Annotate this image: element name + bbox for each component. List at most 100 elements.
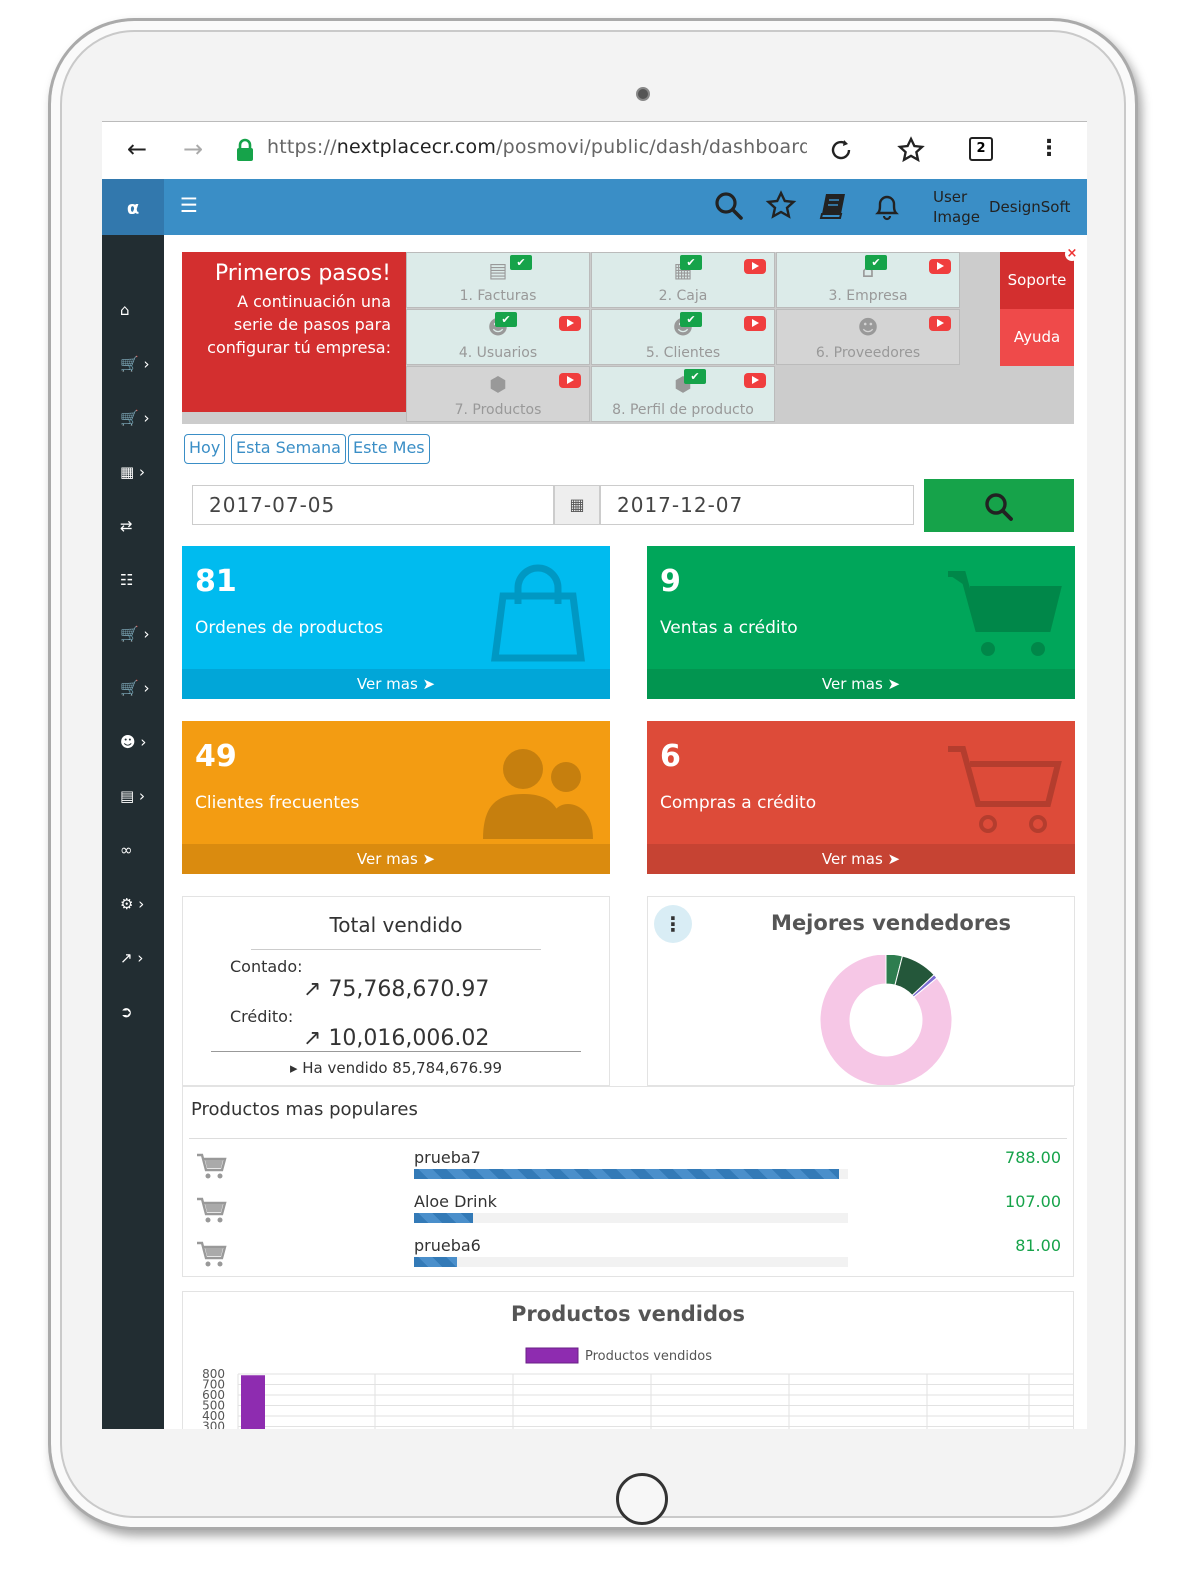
check-icon: ✔ (865, 255, 887, 270)
youtube-icon[interactable] (559, 373, 581, 388)
step-proveedores[interactable]: ☻ 6. Proveedores (776, 309, 960, 365)
cart-icon (197, 1153, 227, 1179)
step-perfil-producto[interactable]: ⬢ ✔ 8. Perfil de producto (591, 366, 775, 422)
step-caja[interactable]: ▦ ✔ 2. Caja (591, 252, 775, 308)
step-productos[interactable]: ⬢ 7. Productos (406, 366, 590, 422)
bell-icon[interactable] (870, 189, 904, 223)
sidebar-item-purchases[interactable]: 🛒 › (120, 409, 150, 427)
options-dots-icon[interactable]: ⋮ (654, 905, 692, 943)
getting-started-panel: Primeros pasos! A continuación una serie… (182, 247, 1079, 424)
filter-mes-button[interactable]: Este Mes (348, 434, 430, 464)
product-progress-track (414, 1257, 848, 1267)
home-icon[interactable]: ⌂ (120, 301, 130, 319)
check-icon: ✔ (510, 255, 532, 270)
search-icon[interactable] (712, 189, 746, 223)
trend-up-icon: ↗ (303, 977, 322, 1002)
y-tick-label: 700 (202, 1378, 225, 1392)
close-icon[interactable]: × (1065, 246, 1079, 261)
sidebar-item-settings[interactable]: ⚙ › (120, 895, 145, 913)
main-content: Primeros pasos! A continuación una serie… (164, 235, 1087, 1429)
sidebar-item-users[interactable]: ☻ › (120, 733, 147, 751)
back-icon[interactable]: ← (126, 135, 148, 163)
sidebar-item-products[interactable]: ▦ › (120, 463, 145, 481)
ver-mas-link[interactable]: Ver mas ➤ (647, 844, 1075, 874)
ver-mas-link[interactable]: Ver mas ➤ (647, 669, 1075, 699)
step-empresa[interactable]: ⌂ ✔ 3. Empresa (776, 252, 960, 308)
brand-logo[interactable]: α (102, 179, 164, 235)
line-chart-icon: ↗ (120, 949, 133, 967)
legend-label: Productos vendidos (585, 1349, 712, 1364)
productos-populares-title: Productos mas populares (191, 1099, 418, 1120)
ver-mas-link[interactable]: Ver mas ➤ (182, 669, 610, 699)
productos-vendidos-panel: Productos vendidos Productos vendidos 800… (182, 1291, 1074, 1429)
donut-slice-3 (819, 955, 953, 1085)
sidebar-item-reports[interactable]: ▤ › (120, 787, 145, 805)
app-header: α ☰ User Image DesignSoft (102, 179, 1087, 235)
youtube-icon[interactable] (929, 316, 951, 331)
check-icon: ✔ (680, 255, 702, 270)
menu-dots-icon[interactable]: ⋮ (1038, 136, 1060, 161)
stat-card-ventas-credito: 9 Ventas a crédito Ver mas ➤ (647, 546, 1075, 699)
product-row: Aloe Drink 107.00 (183, 1189, 1073, 1233)
gear-icon: ⚙ (120, 895, 134, 913)
filter-hoy-button[interactable]: Hoy (184, 434, 226, 464)
sidebar-item-transfers[interactable]: ⇄ (120, 517, 160, 535)
productos-populares-panel: Productos mas populares prueba7 788.00 Alo… (182, 1086, 1074, 1277)
total-vendido-panel: Total vendido Contado: ↗ 75,768,670.97 C… (182, 896, 610, 1086)
calendar-icon[interactable]: ▦ (554, 485, 600, 525)
home-button[interactable] (616, 1473, 668, 1525)
sidebar-item-links[interactable]: ∞ (120, 841, 160, 859)
getting-started-intro: Primeros pasos! A continuación una serie… (182, 252, 406, 412)
product-progress-track (414, 1213, 848, 1223)
bookmark-star-icon[interactable] (897, 136, 925, 164)
book-icon[interactable] (817, 189, 851, 223)
youtube-icon[interactable] (744, 373, 766, 388)
sidebar-item-sales[interactable]: 🛒 › (120, 355, 150, 373)
youtube-icon[interactable] (559, 316, 581, 331)
cubes-icon: ▦ (120, 463, 135, 481)
y-tick-label: 600 (202, 1388, 225, 1402)
file-icon: ☷ (120, 571, 134, 589)
stat-card-compras-credito: 6 Compras a crédito Ver mas ➤ (647, 721, 1075, 874)
product-row: prueba6 81.00 (183, 1233, 1073, 1277)
date-search-button[interactable] (924, 479, 1074, 532)
youtube-icon[interactable] (929, 259, 951, 274)
date-to-input[interactable]: 2017-12-07 (600, 485, 914, 525)
filter-semana-button[interactable]: Esta Semana (231, 434, 346, 464)
star-icon[interactable] (764, 189, 798, 223)
credito-value: ↗ 10,016,006.02 (303, 1026, 490, 1051)
donut-chart (819, 955, 953, 1085)
sidebar-item-documents[interactable]: ☷ (120, 571, 160, 589)
menu-toggle-icon[interactable]: ☰ (180, 193, 198, 217)
sidebar-item-orders-2[interactable]: 🛒 › (120, 679, 150, 697)
sidebar-item-orders[interactable]: 🛒 › (120, 625, 150, 643)
cart-icon (948, 571, 1062, 656)
sidebar-item-logout[interactable]: ➲ (120, 1003, 160, 1021)
users-icon: ☻ (120, 733, 136, 751)
sidebar-item-stats[interactable]: ↗ › (120, 949, 144, 967)
cube-icon: ⬢ (489, 372, 507, 396)
contado-value: ↗ 75,768,670.97 (303, 977, 490, 1002)
address-bar[interactable]: https://nextplacecr.com/posmovi/public/d… (267, 136, 807, 158)
product-name: prueba7 (414, 1148, 481, 1167)
step-usuarios[interactable]: ☻ ✔ 4. Usuarios (406, 309, 590, 365)
bar (241, 1375, 265, 1429)
youtube-icon[interactable] (744, 259, 766, 274)
soporte-button[interactable]: Soporte (1000, 252, 1074, 309)
step-facturas[interactable]: ▤ ✔ 1. Facturas (406, 252, 590, 308)
product-row: prueba7 788.00 (183, 1145, 1073, 1189)
step-clientes[interactable]: ☻ ✔ 5. Clientes (591, 309, 775, 365)
check-icon: ✔ (495, 312, 517, 327)
tab-switcher-button[interactable]: 2 (969, 137, 993, 161)
forward-icon[interactable]: → (182, 135, 204, 163)
date-from-input[interactable]: 2017-07-05 (192, 485, 554, 525)
ayuda-button[interactable]: Ayuda (1000, 309, 1074, 366)
user-name[interactable]: DesignSoft (989, 198, 1071, 216)
reload-icon[interactable] (828, 137, 854, 163)
camera (636, 87, 650, 101)
youtube-icon[interactable] (744, 316, 766, 331)
y-tick-label: 400 (202, 1409, 225, 1423)
mejores-vendedores-panel: ⋮ Mejores vendedores (647, 896, 1075, 1086)
ver-mas-link[interactable]: Ver mas ➤ (182, 844, 610, 874)
user-image[interactable]: User Image (933, 188, 980, 226)
